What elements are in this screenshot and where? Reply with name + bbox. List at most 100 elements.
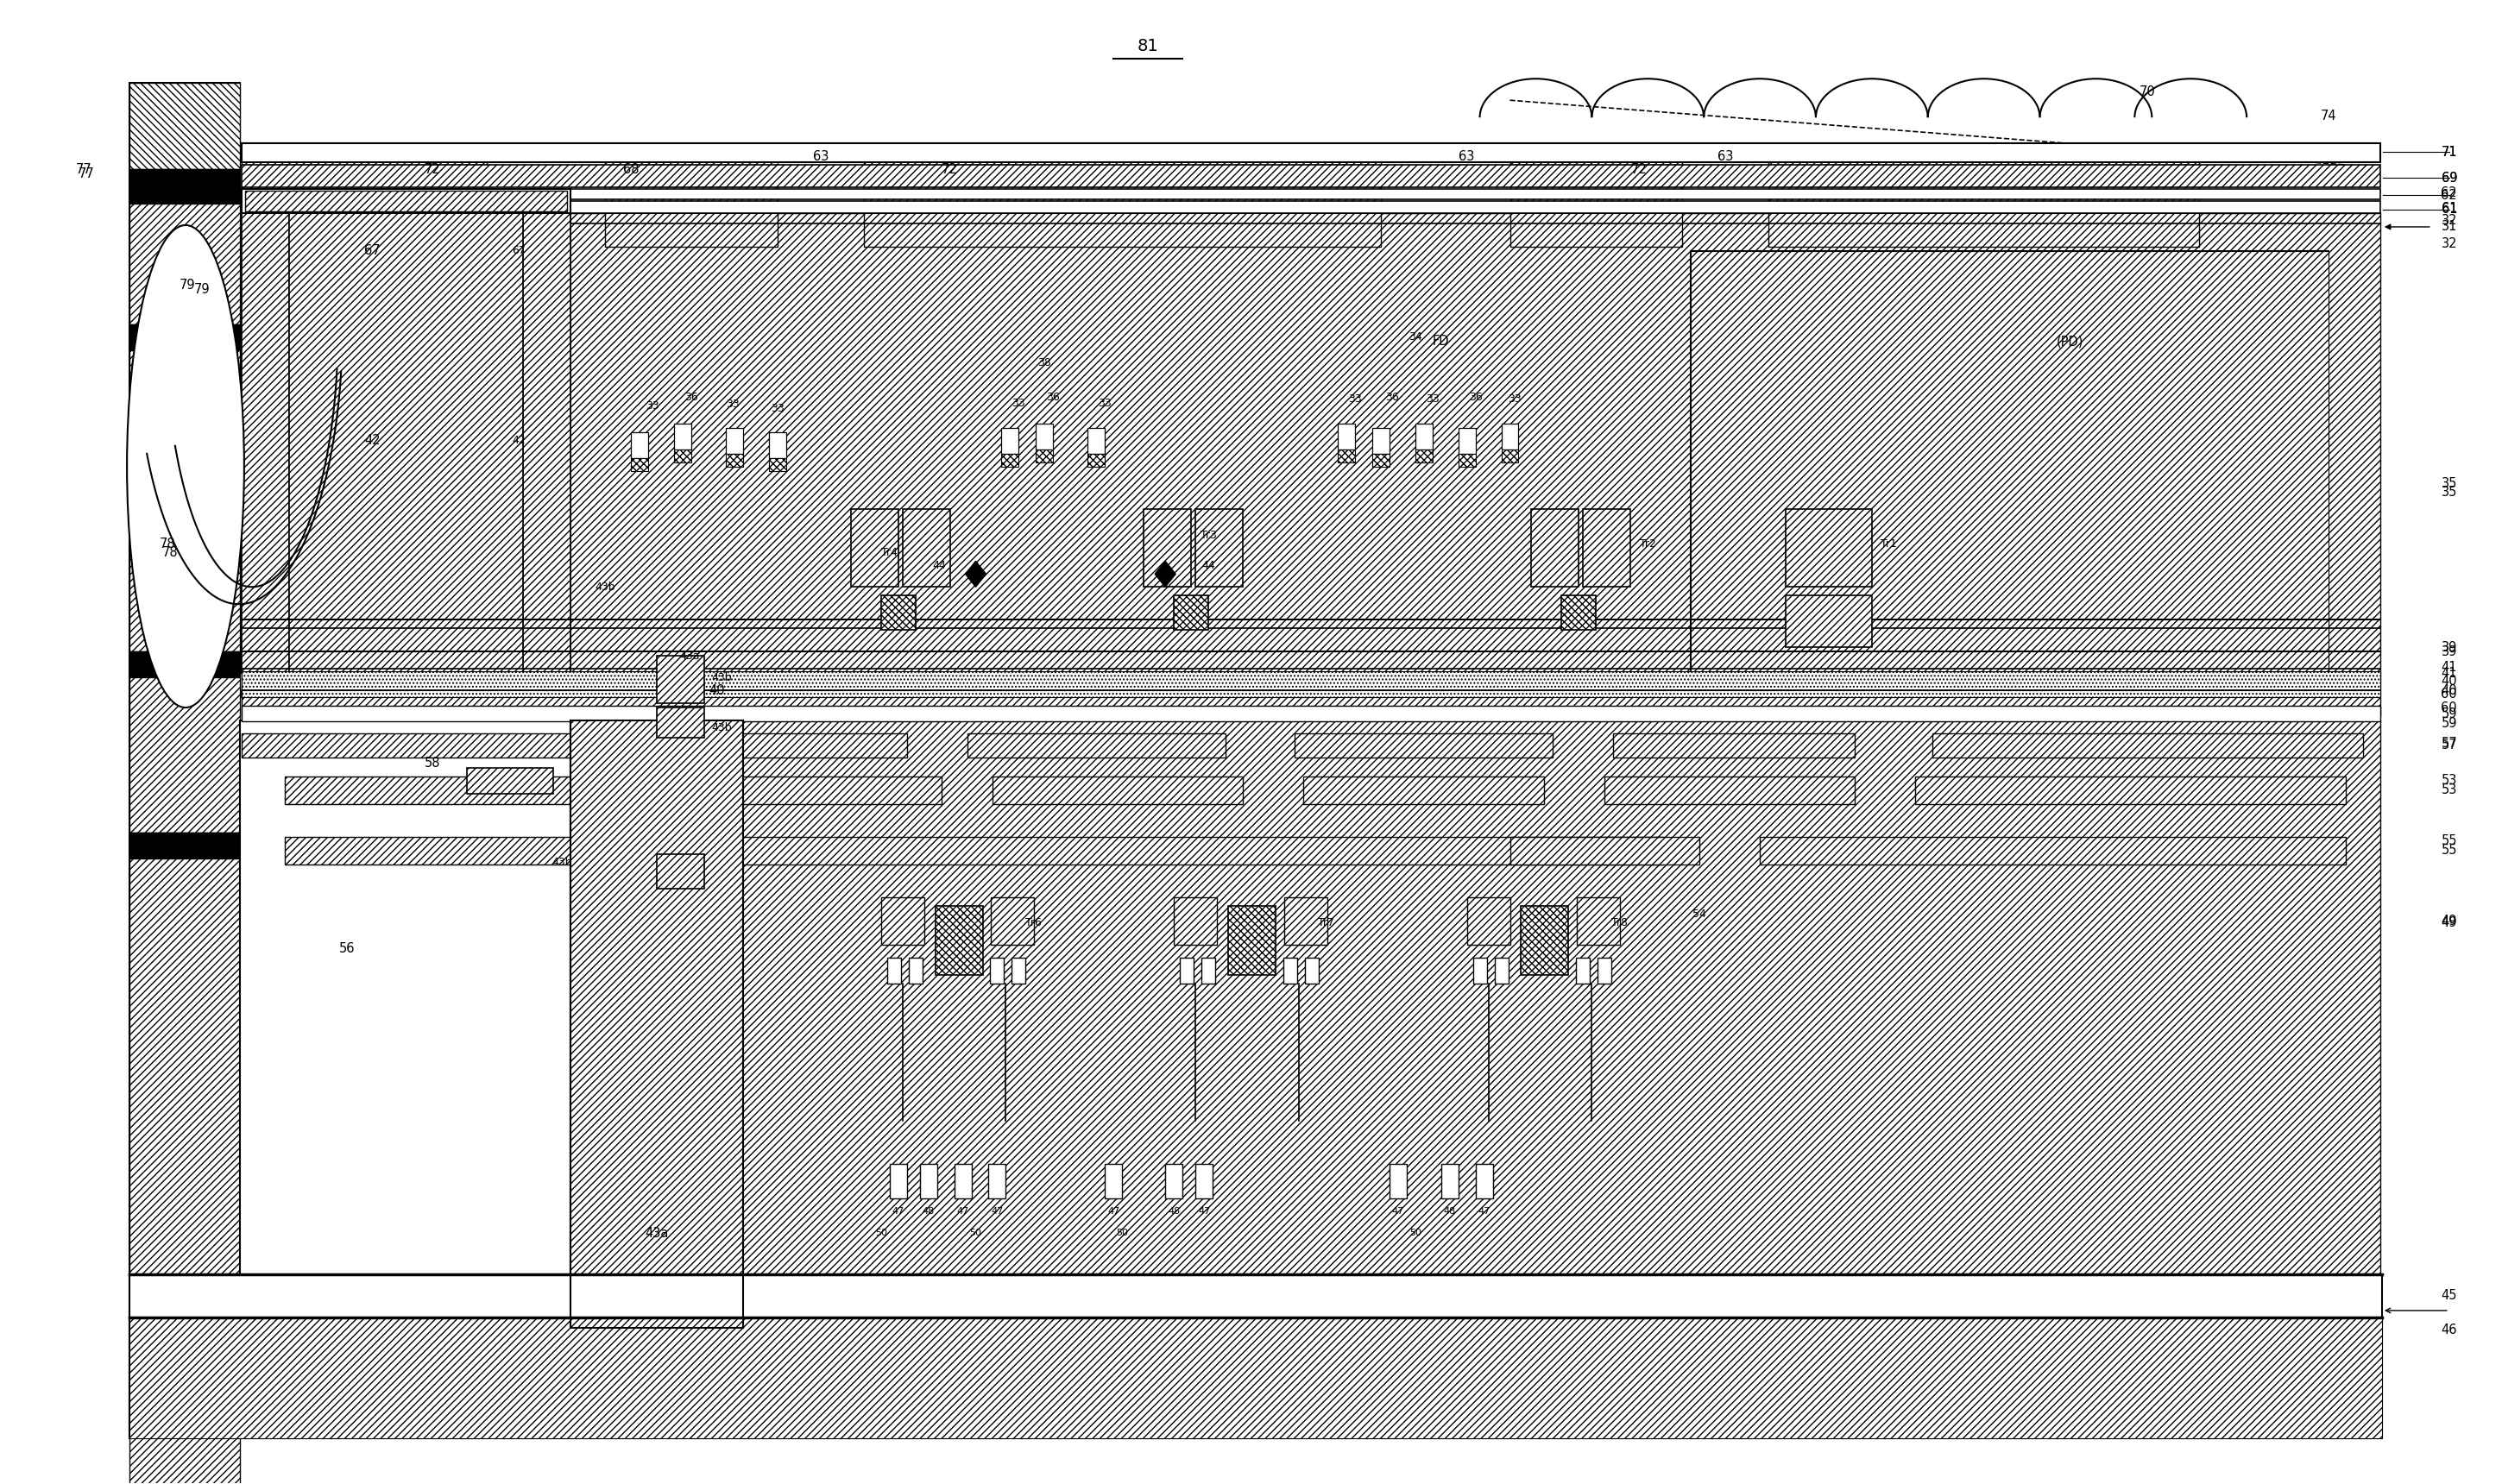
Text: Tr7: Tr7 <box>1319 917 1334 929</box>
Text: 69: 69 <box>2442 171 2457 184</box>
Text: 44: 44 <box>1201 559 1216 571</box>
Bar <box>1509 837 1699 864</box>
Bar <box>1466 896 1509 944</box>
Bar <box>1306 957 1319 984</box>
Bar <box>243 671 2379 690</box>
Text: Tr6: Tr6 <box>1026 917 1041 929</box>
Bar <box>1371 454 1389 466</box>
Text: 54: 54 <box>1694 908 1706 920</box>
Bar <box>991 957 1003 984</box>
Text: 48: 48 <box>1444 1206 1456 1215</box>
Polygon shape <box>1156 561 1176 588</box>
Text: Tr4: Tr4 <box>881 548 898 558</box>
Text: 71: 71 <box>2442 145 2457 159</box>
Text: 63: 63 <box>813 150 828 163</box>
Bar <box>130 651 240 677</box>
Text: 47: 47 <box>1391 1206 1404 1215</box>
Bar <box>988 1163 1006 1199</box>
Text: 33: 33 <box>771 404 783 414</box>
Text: (PD): (PD) <box>2057 335 2084 347</box>
Text: 47: 47 <box>1479 1206 1491 1215</box>
Bar <box>1584 509 1631 588</box>
Bar <box>936 905 983 975</box>
Bar <box>991 896 1033 944</box>
Bar <box>726 454 743 466</box>
Text: 55: 55 <box>2442 834 2457 847</box>
Text: 61: 61 <box>2442 202 2457 214</box>
Bar <box>243 144 488 246</box>
Bar <box>1228 905 1276 975</box>
Bar <box>968 733 1226 757</box>
Text: 50: 50 <box>971 1229 981 1238</box>
Text: 61: 61 <box>2442 203 2457 217</box>
Text: 39: 39 <box>2442 641 2457 654</box>
Text: 63: 63 <box>1716 150 1734 163</box>
Text: 79: 79 <box>193 283 210 297</box>
Bar <box>130 1275 2382 1318</box>
Text: 34: 34 <box>1409 331 1421 343</box>
Bar <box>243 706 2379 721</box>
Bar <box>130 1318 2382 1438</box>
Bar <box>1531 509 1579 588</box>
Bar <box>570 720 743 1328</box>
Text: 32: 32 <box>2442 214 2457 227</box>
Text: 43a: 43a <box>646 1226 668 1239</box>
Text: 43b: 43b <box>711 721 731 733</box>
Text: 41: 41 <box>2442 666 2457 680</box>
Bar <box>1389 1163 1406 1199</box>
Bar <box>1759 837 2347 864</box>
Text: 70: 70 <box>2139 85 2157 98</box>
Bar <box>863 144 1381 246</box>
Text: Tr8: Tr8 <box>1611 917 1629 929</box>
Bar <box>1521 905 1569 975</box>
Bar <box>1036 423 1053 450</box>
Bar <box>1691 251 2329 674</box>
Text: 74: 74 <box>2319 110 2337 122</box>
Text: 50: 50 <box>1116 1229 1128 1238</box>
Bar <box>1416 423 1431 450</box>
Text: 43b: 43b <box>595 582 615 592</box>
Bar <box>673 423 691 450</box>
Bar <box>1143 509 1191 588</box>
Text: 40: 40 <box>2442 674 2457 687</box>
Bar <box>243 214 288 674</box>
Bar <box>1416 450 1431 462</box>
Bar <box>243 165 2379 187</box>
Text: 36: 36 <box>1046 392 1061 404</box>
Bar <box>1196 1163 1213 1199</box>
Bar <box>1576 896 1621 944</box>
Bar <box>1459 454 1476 466</box>
Bar <box>1494 957 1509 984</box>
Bar <box>658 656 703 703</box>
Bar <box>130 83 240 1438</box>
Text: 31: 31 <box>2442 221 2457 233</box>
Bar <box>851 509 898 588</box>
Text: 40: 40 <box>2442 684 2457 697</box>
Bar <box>523 214 570 674</box>
Text: 42: 42 <box>513 435 525 447</box>
Bar <box>1561 595 1596 631</box>
Text: 36: 36 <box>686 392 698 404</box>
Text: 56: 56 <box>338 942 355 956</box>
Text: 39: 39 <box>2442 646 2457 657</box>
Bar <box>993 776 1243 804</box>
Bar <box>673 776 941 804</box>
Text: Tr1: Tr1 <box>1882 539 1897 549</box>
Bar <box>1284 957 1296 984</box>
Text: 53: 53 <box>2442 775 2457 787</box>
Text: 49: 49 <box>2442 914 2457 928</box>
Bar <box>1173 595 1208 631</box>
Text: 35: 35 <box>2442 485 2457 499</box>
Bar <box>768 457 786 470</box>
Bar <box>631 432 648 457</box>
Text: 33: 33 <box>1506 393 1521 405</box>
Text: 47: 47 <box>991 1206 1003 1215</box>
Bar <box>130 833 240 858</box>
Bar <box>658 853 703 889</box>
Bar <box>1576 957 1591 984</box>
Bar <box>130 1318 2382 1438</box>
Text: 79: 79 <box>180 279 195 292</box>
Text: 72: 72 <box>941 163 958 175</box>
Bar <box>288 214 523 674</box>
Text: 33: 33 <box>726 399 741 410</box>
